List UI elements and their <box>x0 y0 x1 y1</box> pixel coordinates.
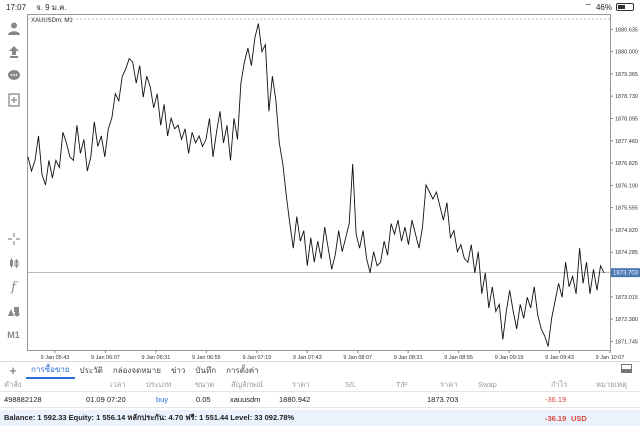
price-chart[interactable]: XAUUSDm, M1 1880.635 1880.000 1879.365 1878… <box>27 14 640 361</box>
y-tick-label: 1873.015 <box>615 295 638 301</box>
y-tick-label: 1880.635 <box>615 27 638 33</box>
header-tp: T/P <box>396 380 408 389</box>
y-tick-label: 1872.380 <box>615 317 638 323</box>
chart-area[interactable]: XAUUSDm, M1 1880.635 1880.000 1879.365 1878… <box>27 14 640 361</box>
symbol-label: XAUUSDm, M1 <box>31 18 73 24</box>
timeframe-button[interactable]: M1 <box>7 330 20 340</box>
balance-row: Balance: 1 592.33 Equity: 1 556.14 หลักป… <box>0 410 640 426</box>
objects-icon[interactable] <box>4 301 24 321</box>
header-time: เวลา <box>110 379 126 389</box>
x-tick-label: 9 Jan 07:19 <box>242 355 271 361</box>
row-profit: -36.19 <box>545 395 567 404</box>
header-symbol: สัญลักษณ์ <box>231 379 264 389</box>
row-volume: 0.05 <box>196 395 211 404</box>
y-tick-label: 1878.095 <box>615 116 638 122</box>
chart-type-icon[interactable] <box>4 253 24 273</box>
status-date: จ. 9 ม.ค. <box>36 2 67 12</box>
current-price-label: 1873.703 <box>613 271 639 277</box>
chart-frame <box>27 14 611 351</box>
y-tick-label: 1876.825 <box>615 161 638 167</box>
x-tick-label: 9 Jan 08:55 <box>444 355 473 361</box>
chat-icon[interactable] <box>4 66 24 86</box>
balance-summary: Balance: 1 592.33 Equity: 1 556.14 หลักป… <box>4 413 295 422</box>
battery-icon <box>616 3 634 11</box>
x-tick-label: 9 Jan 10:07 <box>596 355 625 361</box>
y-axis: 1880.635 1880.000 1879.365 1878.730 1878.095… <box>610 27 638 345</box>
header-sl: S/L <box>345 380 357 389</box>
x-tick-label: 9 Jan 08:07 <box>343 355 372 361</box>
row-ticket: 498882128 <box>4 395 42 404</box>
x-tick-label: 9 Jan 07:43 <box>293 355 322 361</box>
tab-history[interactable]: ประวัติ <box>79 365 103 375</box>
status-time: 17:07 <box>6 2 27 12</box>
status-bar: 17:07 จ. 9 ม.ค. ⌔ 46% <box>0 0 640 14</box>
add-icon[interactable]: + <box>9 362 17 378</box>
battery-fill <box>618 5 626 9</box>
header-ticket: คำสั่ง <box>4 379 22 389</box>
x-tick-label: 9 Jan 08:31 <box>394 355 423 361</box>
crosshair-icon[interactable] <box>4 229 24 249</box>
balance-profit: -36.19 <box>545 413 567 423</box>
indicators-icon[interactable]: f <box>11 279 16 295</box>
y-tick-label: 1871.745 <box>615 339 638 345</box>
status-right: ⌔ 46% <box>584 2 634 12</box>
tab-trade[interactable]: การซื้อขาย <box>26 362 75 379</box>
bottom-tabs: + การซื้อขาย ประวัติ กล่องจดหมาย ข่าว บั… <box>0 361 640 379</box>
row-open-price: 1880.942 <box>279 395 311 404</box>
y-tick-label: 1879.365 <box>615 72 638 78</box>
header-volume: ขนาด <box>195 379 215 389</box>
tab-journal[interactable]: บันทึก <box>195 365 217 375</box>
header-current-price: ราคา <box>440 379 458 389</box>
row-current-price: 1873.703 <box>427 395 459 404</box>
x-tick-label: 9 Jan 06:07 <box>91 355 120 361</box>
price-series-line <box>27 23 605 347</box>
trade-icon[interactable] <box>4 42 24 62</box>
x-tick-label: 9 Jan 09:19 <box>495 355 524 361</box>
header-type: ประเภท <box>146 379 172 389</box>
row-symbol: xauusdm <box>230 395 261 404</box>
x-axis: 9 Jan 05:43 9 Jan 06:07 9 Jan 06:31 9 Jan 0… <box>41 350 625 361</box>
x-tick-label: 9 Jan 05:43 <box>41 355 70 361</box>
header-comment: หมายเหตุ <box>596 379 627 389</box>
tab-news[interactable]: ข่าว <box>170 365 186 375</box>
y-tick-label: 1874.920 <box>615 228 638 234</box>
left-toolbar: f M1 <box>0 14 27 349</box>
new-order-icon[interactable] <box>4 90 24 110</box>
positions-header: คำสั่ง เวลา ประเภท ขนาด สัญลักษณ์ ราคา S… <box>0 378 640 392</box>
x-tick-label: 9 Jan 06:31 <box>142 355 171 361</box>
y-tick-label: 1876.190 <box>615 183 638 189</box>
wifi-icon: ⌔ <box>584 2 592 11</box>
y-tick-label: 1878.730 <box>615 94 638 100</box>
expand-panel-icon[interactable] <box>621 364 632 376</box>
y-tick-label: 1880.000 <box>615 50 638 56</box>
tab-settings[interactable]: การตั้งค่า <box>226 365 259 375</box>
account-icon[interactable] <box>4 18 24 38</box>
y-tick-label: 1877.460 <box>615 139 638 145</box>
header-swap: Swap <box>478 380 497 389</box>
balance-currency: USD <box>571 413 587 423</box>
row-type: buy <box>156 395 169 404</box>
current-price-badge <box>611 268 640 278</box>
header-profit: กำไร <box>551 379 568 389</box>
x-tick-label: 9 Jan 06:55 <box>192 355 221 361</box>
tab-mailbox[interactable]: กล่องจดหมาย <box>112 365 161 375</box>
position-row[interactable]: 498882128 01.09 07:20 buy 0.05 xauusdm 1… <box>0 392 640 408</box>
battery-percent: 46% <box>595 2 612 12</box>
y-tick-label: 1875.555 <box>615 206 638 212</box>
header-price: ราคา <box>292 379 310 389</box>
y-tick-label: 1874.285 <box>615 250 638 256</box>
x-tick-label: 9 Jan 09:43 <box>545 355 574 361</box>
row-time: 01.09 07:20 <box>86 395 126 404</box>
